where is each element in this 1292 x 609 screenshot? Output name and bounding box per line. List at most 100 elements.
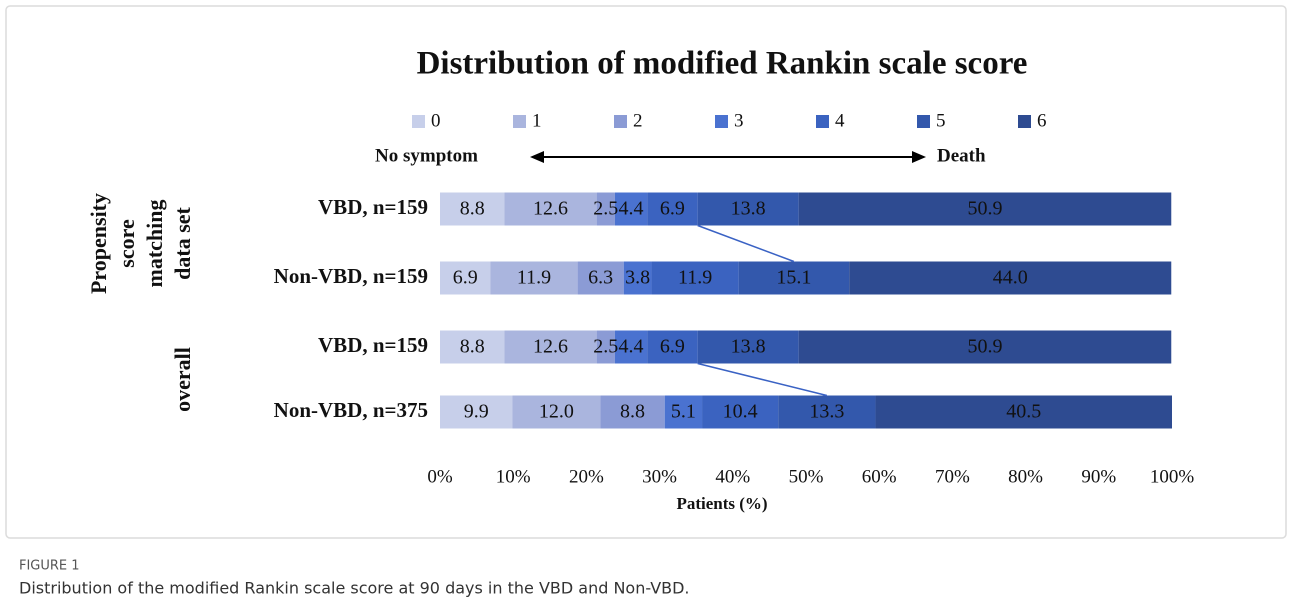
x-tick-label: 50% xyxy=(789,466,824,487)
legend-swatch xyxy=(614,115,627,128)
legend-swatch xyxy=(715,115,728,128)
legend-swatch xyxy=(917,115,930,128)
value-label: 6.9 xyxy=(453,267,478,289)
value-label: 11.9 xyxy=(678,267,712,289)
legend-swatch xyxy=(816,115,829,128)
y-tick-label: Non-VBD, n=159 xyxy=(274,264,428,288)
bar-segment xyxy=(647,330,698,364)
value-label: 6.3 xyxy=(588,267,613,289)
value-label: 40.5 xyxy=(1006,401,1041,423)
bar-segment xyxy=(596,192,615,226)
bar-segment xyxy=(849,261,1172,295)
bar-segment xyxy=(490,261,578,295)
figure-frame xyxy=(5,5,1287,539)
legend-label: 0 xyxy=(431,110,441,131)
bar-segment xyxy=(875,395,1172,429)
value-label: 12.6 xyxy=(533,198,568,220)
bar-segment xyxy=(623,261,652,295)
value-label: 13.8 xyxy=(731,198,766,220)
value-label: 6.9 xyxy=(660,336,685,358)
bar-segment xyxy=(647,192,698,226)
x-axis-label: Patients (%) xyxy=(676,494,767,513)
legend-label: 5 xyxy=(936,110,946,131)
arrow-head xyxy=(530,151,544,163)
value-label: 13.3 xyxy=(809,401,844,423)
value-label: 10.4 xyxy=(723,401,758,423)
bar-segment xyxy=(738,261,850,295)
bar-segment xyxy=(440,395,513,429)
value-label: 4.4 xyxy=(619,198,644,220)
value-label: 15.1 xyxy=(776,267,811,289)
x-tick-label: 100% xyxy=(1150,466,1195,487)
bar-segment xyxy=(798,330,1172,364)
x-tick-label: 70% xyxy=(935,466,970,487)
y-tick-label: VBD, n=159 xyxy=(318,333,428,357)
legend-label: 1 xyxy=(532,110,542,131)
bar-segment xyxy=(440,192,505,226)
value-label: 2.5 xyxy=(593,336,618,358)
y-tick-label: VBD, n=159 xyxy=(318,195,428,219)
x-tick-label: 80% xyxy=(1008,466,1043,487)
group-label: overall xyxy=(170,347,195,412)
value-label: 9.9 xyxy=(464,401,489,423)
value-label: 3.8 xyxy=(625,267,650,289)
bar-segment xyxy=(697,330,799,364)
connector-line xyxy=(697,362,828,397)
legend-swatch xyxy=(513,115,526,128)
value-label: 8.8 xyxy=(460,336,485,358)
bar-segment xyxy=(614,192,648,226)
annotation: No symptom xyxy=(375,145,478,166)
bar-segment xyxy=(596,330,615,364)
bar-segment xyxy=(798,192,1172,226)
caption-text: Distribution of the modified Rankin scal… xyxy=(19,579,690,598)
value-label: 50.9 xyxy=(967,336,1002,358)
bar-segment xyxy=(697,192,799,226)
group-label: data set xyxy=(170,206,195,279)
bar-segment xyxy=(600,395,665,429)
value-label: 6.9 xyxy=(660,198,685,220)
x-tick-label: 40% xyxy=(715,466,750,487)
x-tick-label: 60% xyxy=(862,466,897,487)
bar-segment xyxy=(512,395,601,429)
legend-label: 6 xyxy=(1037,110,1047,131)
bar-segment xyxy=(440,261,491,295)
bar-segment xyxy=(651,261,739,295)
y-tick-label: Non-VBD, n=375 xyxy=(274,398,428,422)
bar-segment xyxy=(440,330,505,364)
bar-segment xyxy=(778,395,876,429)
bar-segment xyxy=(702,395,779,429)
bar-segment xyxy=(577,261,624,295)
group-label: Propensity xyxy=(86,193,111,294)
x-tick-label: 10% xyxy=(496,466,531,487)
annotation: Death xyxy=(937,145,986,166)
group-label: score xyxy=(114,219,139,268)
value-label: 5.1 xyxy=(671,401,696,423)
chart-title: Distribution of modified Rankin scale sc… xyxy=(417,46,1028,82)
x-tick-label: 30% xyxy=(642,466,677,487)
caption-label: FIGURE 1 xyxy=(19,559,80,574)
value-label: 13.8 xyxy=(731,336,766,358)
connector-line xyxy=(697,224,795,263)
bar-segment xyxy=(504,330,597,364)
group-label: matching xyxy=(142,200,167,288)
legend-label: 3 xyxy=(734,110,744,131)
bar-segment xyxy=(664,395,703,429)
value-label: 2.5 xyxy=(593,198,618,220)
value-label: 12.0 xyxy=(539,401,574,423)
x-tick-label: 0% xyxy=(427,466,453,487)
value-label: 4.4 xyxy=(619,336,644,358)
value-label: 50.9 xyxy=(967,198,1002,220)
legend-label: 2 xyxy=(633,110,643,131)
x-tick-label: 90% xyxy=(1081,466,1116,487)
legend-label: 4 xyxy=(835,110,845,131)
value-label: 8.8 xyxy=(460,198,485,220)
value-label: 44.0 xyxy=(993,267,1028,289)
legend-swatch xyxy=(1018,115,1031,128)
bar-segment xyxy=(614,330,648,364)
arrow-head xyxy=(912,151,926,163)
value-label: 11.9 xyxy=(517,267,551,289)
value-label: 8.8 xyxy=(620,401,645,423)
value-label: 12.6 xyxy=(533,336,568,358)
